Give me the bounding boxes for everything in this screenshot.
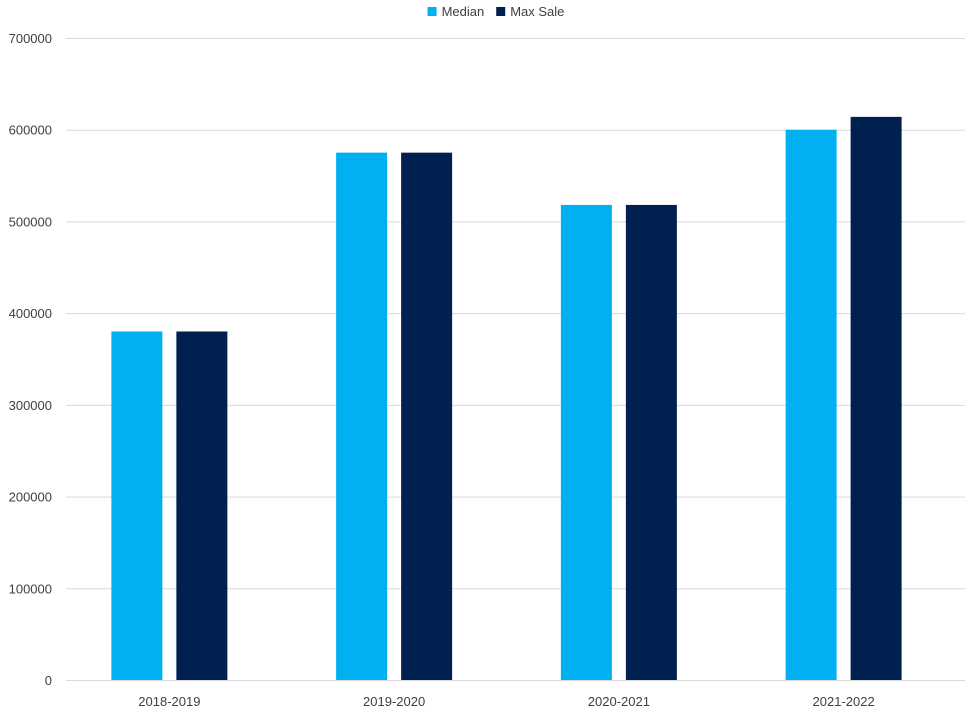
y-tick-label: 600000 xyxy=(9,123,52,138)
legend-swatch xyxy=(427,7,437,16)
y-tick-label: 0 xyxy=(45,673,52,688)
y-tick-label: 500000 xyxy=(9,214,52,229)
bar-max-sale-2021-2022 xyxy=(850,116,902,681)
y-tick-label: 700000 xyxy=(9,31,52,46)
legend-swatch xyxy=(496,7,506,16)
legend-label: Median xyxy=(442,4,485,19)
y-tick-label: 100000 xyxy=(9,581,52,596)
x-tick-label: 2020-2021 xyxy=(588,694,650,709)
bar-median-2019-2020 xyxy=(336,152,388,681)
legend-item-max-sale: Max Sale xyxy=(496,4,564,19)
y-axis: 0 100000 200000 300000 400000 500000 600000 700… xyxy=(9,31,52,688)
y-tick-label: 300000 xyxy=(9,398,52,413)
legend: Median Max Sale xyxy=(427,4,564,19)
x-tick-label: 2019-2020 xyxy=(363,694,425,709)
bar-median-2021-2022 xyxy=(785,129,837,680)
x-tick-label: 2021-2022 xyxy=(813,694,875,709)
legend-label: Max Sale xyxy=(510,4,564,19)
bar-max-sale-2019-2020 xyxy=(401,152,453,681)
bars xyxy=(111,116,902,681)
bar-max-sale-2018-2019 xyxy=(176,331,228,680)
bar-median-2020-2021 xyxy=(560,204,612,681)
x-axis: 2018-2019 2019-2020 2020-2021 2021-2022 xyxy=(66,680,965,709)
y-tick-label: 400000 xyxy=(9,306,52,321)
bar-median-2018-2019 xyxy=(111,331,163,680)
bar-max-sale-2020-2021 xyxy=(625,204,677,681)
x-tick-label: 2018-2019 xyxy=(138,694,200,709)
legend-item-median: Median xyxy=(427,4,485,19)
y-tick-label: 200000 xyxy=(9,490,52,505)
